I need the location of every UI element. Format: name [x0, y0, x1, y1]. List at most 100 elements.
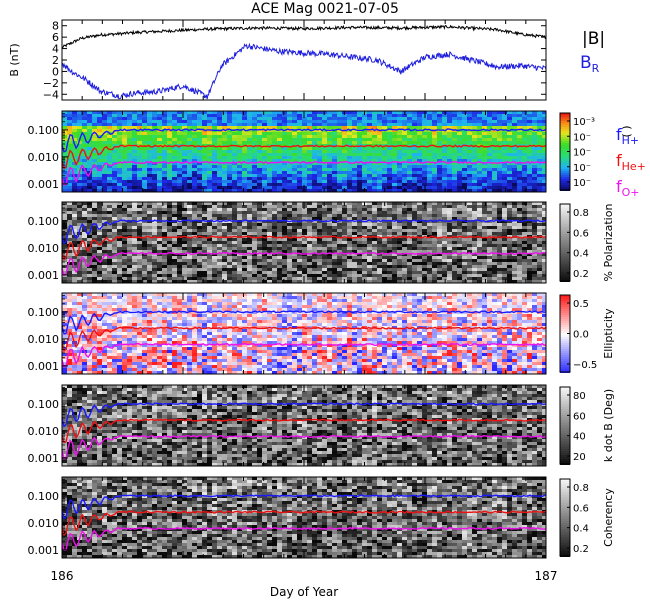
- spec-y-tick-label: 0.001: [28, 360, 60, 373]
- f-o-line-panel-5: [61, 526, 547, 551]
- f-h-line-panel-3: [61, 310, 547, 335]
- colorbar-label-text: Ellipticity: [602, 308, 615, 359]
- colorbar-1: [560, 113, 570, 191]
- colorbar-frame-5: [559, 478, 571, 557]
- colorbar-tick-label: 10⁻: [573, 132, 591, 143]
- x-tick-label-start: 186: [51, 569, 74, 583]
- colorbar-2: [560, 204, 570, 282]
- colorbar-tick-label: 10⁻: [573, 148, 591, 159]
- f-he-line-panel-4: [61, 418, 546, 444]
- colorbar-frame-4: [559, 386, 571, 465]
- legend-f-he-sub: He+: [622, 160, 646, 173]
- spec-y-tick-label: 0.001: [28, 269, 60, 282]
- legend-b-r-sub: R: [592, 62, 600, 75]
- spec-y-tick-label: 0.010: [28, 242, 60, 255]
- legend-b-r: BR: [580, 53, 600, 75]
- legend-f-o-sub: O+: [622, 186, 640, 199]
- b-ylabel: B (nT): [8, 43, 21, 76]
- f-o-line-panel-1: [61, 160, 547, 186]
- colorbar-label-3: Ellipticity: [602, 308, 615, 359]
- spec-y-tick-label: 0.100: [28, 215, 60, 228]
- f-he-line-panel-5: [61, 510, 547, 537]
- spec-y-tick-label: 0.100: [28, 306, 60, 319]
- colorbar-5: [560, 479, 570, 557]
- spec-y-tick-label: 0.100: [28, 398, 60, 411]
- spec-y-tick-label: 0.001: [28, 544, 60, 557]
- colorbar-label-1: ( ): [620, 125, 633, 137]
- b-y-tick-label: −2: [43, 77, 59, 90]
- spec-y-tick-label: 0.100: [28, 124, 60, 137]
- legend-f-o-main: f: [616, 177, 622, 196]
- b-ylabel-text: B (nT): [8, 43, 21, 76]
- legend-b-total: |B|: [582, 29, 605, 49]
- legend-f-h-main: f: [616, 125, 622, 144]
- colorbar-tick-label: 10⁻: [573, 163, 591, 174]
- colorbar-tick-label: 20: [573, 452, 586, 463]
- colorbar-tick-label: 0.5: [573, 299, 589, 310]
- colorbar-3: [560, 295, 570, 373]
- spectrogram-panel-4: [62, 385, 546, 466]
- f-h-line-panel-5: [61, 494, 547, 520]
- legend-f-o: fO+: [616, 177, 640, 199]
- colorbar-tick-label: 0.8: [573, 208, 589, 219]
- f-he-line-panel-2: [61, 235, 547, 261]
- colorbar-4: [560, 387, 570, 465]
- f-o-line-panel-2: [61, 251, 547, 277]
- colorbar-tick-label: 0.2: [573, 544, 589, 555]
- b-y-tick-label: 2: [52, 54, 59, 67]
- f-h-line-panel-4: [61, 402, 547, 428]
- colorbar-tick-label: 10⁻³: [573, 117, 595, 128]
- colorbar-tick-label: 0.2: [573, 269, 589, 280]
- legend-f-h: fH+: [616, 125, 639, 147]
- f-o-line-panel-4: [61, 434, 547, 460]
- colorbar-tick-label: 60: [573, 411, 586, 422]
- spec-y-tick-label: 0.001: [28, 178, 60, 191]
- colorbar-tick-label: 40: [573, 432, 586, 443]
- colorbar-label-5: Coherency: [602, 488, 615, 547]
- f-o-line-panel-3: [61, 342, 547, 368]
- spec-y-tick-label: 0.010: [28, 333, 60, 346]
- colorbar-label-2: % Polarization: [602, 204, 615, 282]
- spectrogram-panel-5: [62, 477, 546, 558]
- colorbar-tick-label: 0.6: [573, 228, 589, 239]
- colorbar-tick-label: 0.4: [573, 524, 589, 535]
- spectrogram-panel-3: [62, 293, 546, 374]
- b-y-tick-label: 8: [52, 20, 59, 33]
- legend-f-h-sub: H+: [622, 134, 640, 147]
- f-he-line-panel-3: [61, 326, 547, 353]
- colorbar-tick-label: 0.0: [573, 330, 589, 341]
- colorbar-tick-label: −0.5: [573, 360, 597, 371]
- b-y-tick-label: −4: [43, 88, 59, 101]
- spec-y-tick-label: 0.100: [28, 490, 60, 503]
- series-b-r-line: [61, 42, 547, 100]
- colorbar-tick-label: 0.6: [573, 503, 589, 514]
- legend-b-r-main: B: [580, 53, 592, 73]
- b-y-tick-label: 4: [52, 43, 59, 56]
- colorbar-frame-2: [559, 203, 571, 282]
- spec-y-tick-label: 0.001: [28, 452, 60, 465]
- colorbar-tick-label: 0.4: [573, 249, 589, 260]
- colorbar-label-text: Coherency: [602, 488, 615, 547]
- colorbar-label-4: k dot B (Deg): [602, 389, 615, 462]
- colorbar-tick-label: 10⁻: [573, 178, 591, 189]
- f-h-line-panel-1: [61, 128, 547, 153]
- colorbar-tick-label: 0.8: [573, 483, 589, 494]
- colorbar-label-text: % Polarization: [602, 204, 615, 282]
- f-he-line-panel-1: [61, 144, 547, 170]
- f-h-line-panel-2: [61, 219, 546, 245]
- colorbar-tick-label: 80: [573, 391, 586, 402]
- legend-f-he: fHe+: [616, 151, 646, 173]
- chart-title: ACE Mag 0021-07-05: [251, 1, 399, 17]
- series-b-total-line: [61, 24, 547, 49]
- spectrogram-panel-1: [62, 111, 546, 192]
- spec-y-tick-label: 0.010: [28, 517, 60, 530]
- b-y-tick-label: 6: [52, 31, 59, 44]
- b-y-tick-label: 0: [52, 65, 59, 78]
- spec-y-tick-label: 0.010: [28, 425, 60, 438]
- spec-y-tick-label: 0.010: [28, 151, 60, 164]
- x-axis-label: Day of Year: [270, 585, 338, 599]
- colorbar-label-text: ( ): [620, 125, 633, 137]
- legend-f-he-main: f: [616, 151, 622, 170]
